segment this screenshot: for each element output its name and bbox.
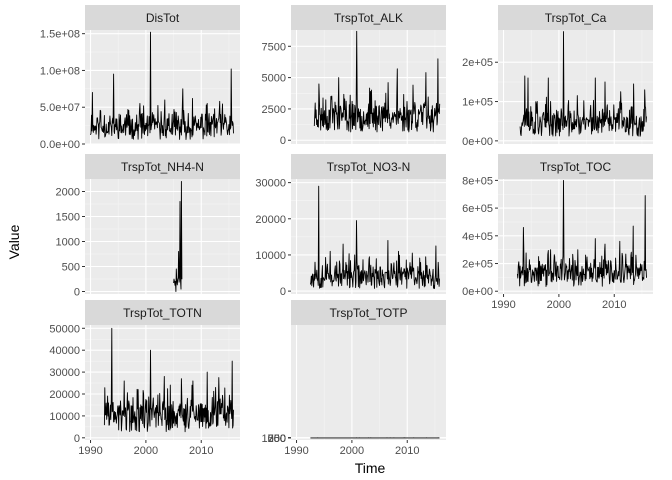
facet-panel-0: DisTot 0.0e+00 5.0e+07 1.0e+08 1.5e+08 bbox=[40, 5, 240, 151]
facet-title: TrspTot_Ca bbox=[545, 11, 607, 25]
y-tick-label: 7500 bbox=[262, 41, 286, 53]
y-tick-label: 50000 bbox=[49, 323, 80, 335]
facet-title: TrspTot_NH4-N bbox=[121, 160, 204, 174]
x-tick-label: 2000 bbox=[340, 445, 364, 457]
x-tick-label: 2010 bbox=[189, 445, 213, 457]
y-tick-label: 500 bbox=[268, 433, 286, 445]
facet-title: TrspTot_TOC bbox=[540, 160, 612, 174]
facet-title: TrspTot_ALK bbox=[334, 11, 403, 25]
y-tick-label: 2500 bbox=[262, 104, 286, 116]
series-line bbox=[173, 181, 183, 292]
x-tick-label: 2000 bbox=[134, 445, 158, 457]
facet-strip bbox=[85, 5, 240, 30]
y-tick-label: 2e+05 bbox=[462, 259, 493, 271]
y-tick-label: 2000 bbox=[56, 187, 80, 199]
facet-title: TrspTot_NO3-N bbox=[327, 160, 411, 174]
y-tick-label: 40000 bbox=[49, 345, 80, 357]
facet-panels: DisTot 0.0e+00 5.0e+07 1.0e+08 1.5e+08 TrspTo… bbox=[40, 5, 653, 457]
x-tick-label: 1990 bbox=[284, 445, 308, 457]
facet-panel-2: TrspTot_Ca 0e+00 1e+05 2e+05 bbox=[462, 5, 653, 148]
series-line bbox=[309, 185, 440, 290]
panel-background bbox=[291, 325, 446, 440]
y-tick-label: 1000 bbox=[56, 237, 80, 249]
y-tick-label: 500 bbox=[62, 262, 80, 274]
y-axis-title: Value bbox=[6, 224, 22, 259]
facet-strip bbox=[498, 154, 653, 179]
x-tick-label: 1990 bbox=[78, 445, 102, 457]
series-line bbox=[519, 31, 647, 137]
y-tick-label: 30000 bbox=[255, 178, 286, 190]
y-tick-label: 20000 bbox=[255, 214, 286, 226]
y-tick-label: 250 bbox=[268, 433, 286, 445]
facet-strip bbox=[291, 154, 446, 179]
facet-title: TrspTot_TOTP bbox=[329, 306, 407, 320]
facet-panel-5: TrspTot_TOC 0e+00 2e+05 4e+05 6e+05 8e+05 1990… bbox=[462, 154, 653, 311]
panel-background bbox=[291, 30, 446, 144]
y-tick-label: 0 bbox=[280, 286, 286, 298]
y-tick-label: 0 bbox=[74, 287, 80, 299]
y-tick-label: 30000 bbox=[49, 367, 80, 379]
y-tick-label: 0 bbox=[74, 433, 80, 445]
y-tick-label: 5.0e+07 bbox=[40, 102, 80, 114]
series-line bbox=[313, 30, 441, 133]
facet-panel-1: TrspTot_ALK 0 2500 5000 7500 bbox=[262, 5, 446, 147]
y-tick-label: 1000 bbox=[262, 433, 286, 445]
y-tick-label: 1.5e+08 bbox=[40, 29, 80, 41]
y-tick-label: 1e+05 bbox=[462, 97, 493, 109]
x-tick-label: 2010 bbox=[602, 299, 626, 311]
y-tick-label: 10000 bbox=[49, 411, 80, 423]
y-tick-label: 8e+05 bbox=[462, 175, 493, 187]
y-tick-label: 750 bbox=[268, 433, 286, 445]
facet-strip bbox=[85, 300, 240, 325]
y-tick-label: 10000 bbox=[255, 250, 286, 262]
y-tick-label: 0e+00 bbox=[462, 136, 493, 148]
y-tick-label: 5000 bbox=[262, 73, 286, 85]
y-tick-label: 4e+05 bbox=[462, 231, 493, 243]
y-tick-label: 1500 bbox=[56, 212, 80, 224]
y-tick-label: 1.0e+08 bbox=[40, 65, 80, 77]
y-tick-label: 0 bbox=[280, 433, 286, 445]
facet-strip bbox=[291, 5, 446, 30]
facet-panel-6: TrspTot_TOTN 0 10000 20000 30000 40000 50000 19… bbox=[49, 300, 240, 457]
facet-title: TrspTot_TOTN bbox=[123, 306, 202, 320]
series-line bbox=[516, 179, 647, 287]
x-tick-label: 2000 bbox=[547, 299, 571, 311]
series-line bbox=[103, 327, 234, 433]
y-tick-label: 20000 bbox=[49, 389, 80, 401]
facet-strip bbox=[291, 300, 446, 325]
y-tick-label: 0 bbox=[280, 135, 286, 147]
x-tick-label: 2010 bbox=[395, 445, 419, 457]
y-tick-label: 0e+00 bbox=[462, 286, 493, 298]
y-tick-label: 0.0e+00 bbox=[40, 139, 80, 151]
facet-strip bbox=[85, 154, 240, 179]
facet-panel-3: TrspTot_NH4-N 0 500 1000 1500 2000 bbox=[56, 154, 240, 299]
facet-panel-4: TrspTot_NO3-N 0 10000 20000 30000 bbox=[255, 154, 446, 298]
y-tick-label: 6e+05 bbox=[462, 203, 493, 215]
series-line bbox=[90, 31, 234, 140]
facet-strip bbox=[498, 5, 653, 30]
panel-background bbox=[85, 179, 240, 294]
facet-title: DisTot bbox=[146, 11, 180, 25]
y-tick-label: 2e+05 bbox=[462, 57, 493, 69]
x-tick-label: 1990 bbox=[491, 299, 515, 311]
x-axis-title: Time bbox=[355, 460, 386, 476]
